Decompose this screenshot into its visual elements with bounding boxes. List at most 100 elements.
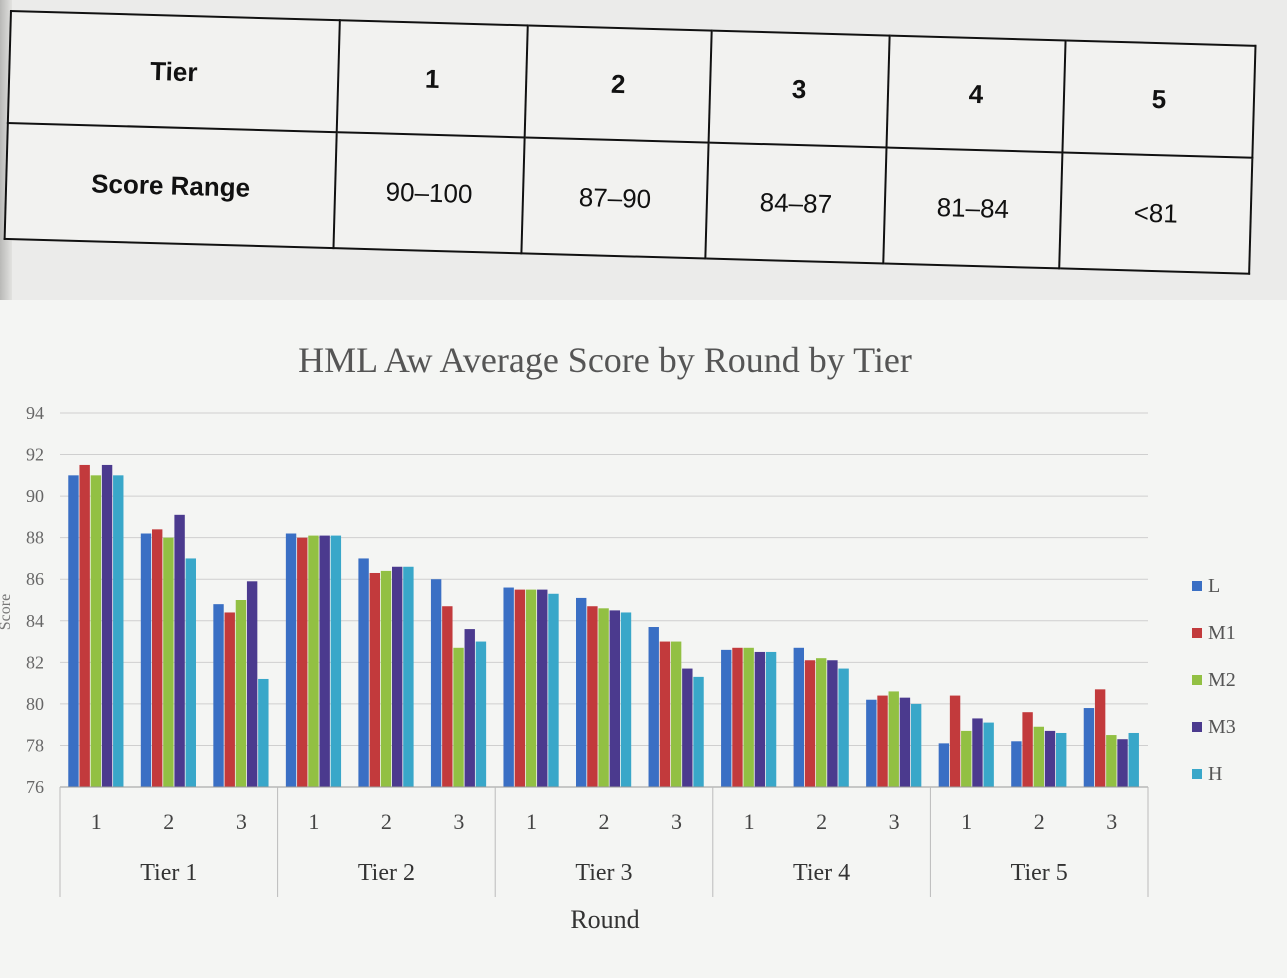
bar-m3-14 [1044,730,1056,787]
bar-l-10 [721,649,732,787]
x-tick-label: 3 [889,809,900,834]
x-tick-label: 3 [236,809,247,834]
tier-cell: 5 [1062,40,1256,158]
x-tick-label: 3 [1106,809,1117,834]
x-axis-label: Round [570,905,639,934]
legend-swatch-m1 [1192,628,1202,638]
x-tick-label: 1 [308,809,319,834]
bar-m3-6 [464,629,475,787]
bar-h-12 [910,703,922,787]
bar-m1-8 [587,606,598,787]
bar-m1-14 [1022,712,1033,787]
tier-score-table: Tier 1 2 3 4 5 Score Range 90–100 87–90 … [3,10,1257,275]
legend-swatch-m2 [1192,675,1202,685]
bar-m2-8 [598,608,609,787]
bar-l-9 [648,627,659,787]
bar-h-1 [113,475,124,787]
bar-l-2 [140,533,152,787]
bar-h-11 [838,668,849,787]
bar-m2-10 [743,647,754,787]
bar-m3-8 [609,610,620,787]
x-tick-label: 1 [961,809,972,834]
x-axis: 1 2 3 1 2 3 1 2 3 1 2 3 1 2 3 Tier 1 Tier 2 Tier 3 Tier 4 T… [59,786,1149,897]
tier-cell: 2 [524,25,712,143]
bar-m3-7 [537,589,548,787]
x-tick-label: 1 [744,809,755,834]
y-tick-label: 90 [26,486,44,506]
bar-m2-7 [525,589,537,787]
bar-m1-1 [79,464,90,787]
y-tick-label: 82 [26,652,44,672]
x-tick-label: 2 [599,809,610,834]
bar-m1-5 [369,572,380,787]
bar-m1-7 [514,589,526,787]
bar-h-14 [1056,732,1067,787]
legend-label: M2 [1208,669,1236,691]
bar-m2-6 [453,647,464,787]
x-tick-label: 3 [453,809,464,834]
legend-swatch-l [1192,581,1202,591]
bar-m1-15 [1094,689,1106,787]
bar-m3-10 [754,651,766,787]
score-range-cell: 84–87 [705,142,887,264]
bar-h-2 [185,558,196,787]
bar-m2-5 [380,570,392,787]
x-tick-label: 1 [91,809,102,834]
bar-series [68,464,1139,787]
bar-l-8 [576,597,587,787]
x-tick-label: 2 [1034,809,1045,834]
y-tick-label: 94 [26,403,44,423]
legend-label: M1 [1208,622,1236,644]
bar-m3-1 [101,464,113,787]
y-tick-label: 86 [26,569,44,589]
bar-m1-2 [152,529,163,787]
bar-m1-6 [442,606,453,787]
bar-m2-2 [163,537,174,787]
legend-label: M3 [1208,716,1236,738]
bar-h-8 [620,612,632,787]
y-tick-label: 92 [26,445,44,465]
bar-m3-3 [246,581,258,787]
bar-h-10 [765,651,777,787]
bar-chart: HML Aw Average Score by Round by Tier 76… [0,340,1236,934]
tier-cell: 1 [336,20,528,138]
bar-h-15 [1128,732,1139,787]
chart-title: HML Aw Average Score by Round by Tier [298,340,912,380]
bar-m3-2 [174,514,185,787]
y-tick-label: 78 [26,735,44,755]
x-tick-label: 2 [816,809,827,834]
y-tick-label: 76 [26,777,44,797]
bar-m2-14 [1033,726,1044,787]
bar-m3-4 [319,535,330,787]
bar-m2-13 [961,730,972,787]
bar-m3-11 [827,660,838,787]
bar-m2-12 [888,691,899,787]
score-range-cell: <81 [1059,152,1253,274]
bar-m3-13 [972,718,983,787]
legend-swatch-h [1192,769,1202,779]
bar-l-5 [358,558,369,787]
bar-m1-9 [659,641,671,787]
bar-m3-15 [1117,739,1128,787]
score-range-header: Score Range [4,122,337,249]
bar-l-6 [430,579,442,787]
bar-m1-13 [949,695,961,787]
bar-h-5 [403,566,414,787]
bar-m2-3 [235,600,247,787]
bar-m1-12 [877,695,888,787]
score-range-cell: 90–100 [333,132,525,254]
bar-m1-11 [804,660,816,787]
bar-m1-4 [297,537,308,787]
y-tick-label: 80 [26,694,44,714]
bar-m2-15 [1106,735,1117,787]
x-tick-label: 2 [381,809,392,834]
x-tick-label: 2 [163,809,174,834]
y-axis: 76 78 80 82 84 86 88 90 92 94 [26,403,44,797]
tier-cell: 3 [708,30,890,148]
x-tick-label: 1 [526,809,537,834]
score-range-cell: 87–90 [521,137,709,259]
y-axis-label: Score [0,594,14,630]
group-label: Tier 1 [140,860,197,886]
bar-h-4 [330,535,342,787]
bar-h-9 [693,676,704,787]
